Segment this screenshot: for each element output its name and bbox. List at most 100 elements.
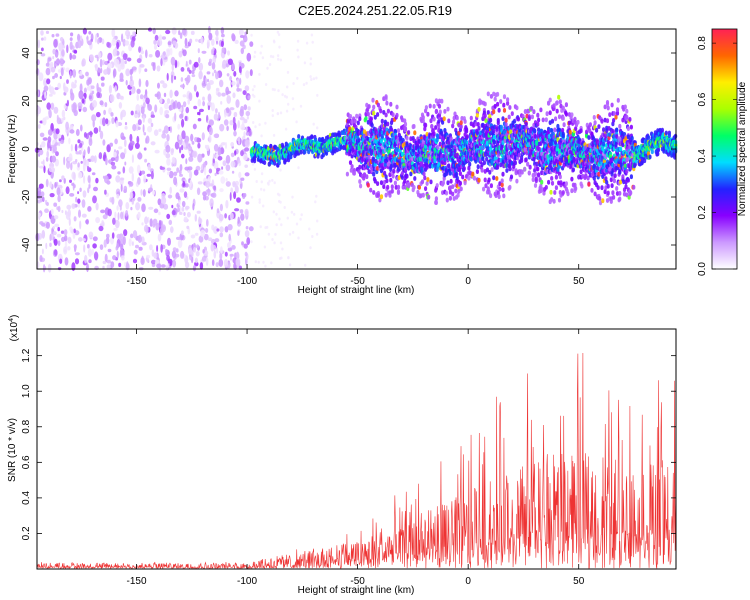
heatmap-cell — [53, 106, 59, 114]
heatmap-cell — [88, 131, 93, 136]
heatmap-cell — [197, 111, 200, 116]
heatmap-cell — [215, 36, 219, 42]
heatmap-cell — [136, 214, 139, 219]
heatmap-cell — [192, 123, 197, 130]
heatmap-cell — [120, 243, 124, 251]
heatmap-cell — [475, 169, 479, 175]
heatmap-cell — [218, 258, 224, 267]
heatmap-cell — [211, 192, 217, 198]
heatmap-cell — [183, 212, 186, 216]
heatmap-cell — [150, 170, 154, 180]
heatmap-cell — [79, 83, 83, 93]
heatmap-cell — [252, 121, 255, 124]
heatmap-cell — [295, 222, 299, 226]
heatmap-cell — [219, 203, 223, 212]
heatmap-cell — [254, 125, 257, 129]
heatmap-cell — [421, 118, 425, 124]
heatmap-cell — [77, 198, 81, 204]
heatmap-cell — [61, 175, 65, 180]
heatmap-cell — [60, 67, 64, 77]
heatmap-cell — [81, 98, 85, 104]
heatmap-cell — [277, 33, 281, 37]
heatmap-cell — [273, 241, 276, 245]
heatmap-cell — [292, 82, 295, 85]
heatmap-cell — [277, 160, 281, 166]
heatmap-cell — [225, 90, 232, 95]
heatmap-cell — [554, 185, 559, 191]
heatmap-cell — [316, 126, 319, 130]
heatmap-cell — [93, 127, 99, 134]
heatmap-cell — [194, 261, 199, 267]
heatmap-cell — [101, 38, 105, 45]
heatmap-cell — [129, 133, 133, 142]
heatmap-cell — [258, 99, 261, 103]
heatmap-cell — [315, 194, 318, 198]
heatmap-cell — [63, 234, 68, 242]
heatmap-cell — [72, 102, 77, 111]
heatmap-cell — [63, 156, 66, 166]
heatmap-cell — [369, 116, 373, 122]
heatmap-cell — [106, 233, 110, 239]
heatmap-cell — [409, 171, 413, 177]
heatmap-cell — [92, 100, 98, 108]
heatmap-cell — [138, 78, 142, 88]
heatmap-cell — [376, 166, 380, 171]
heatmap-cell — [111, 38, 117, 46]
heatmap-cell — [78, 90, 84, 100]
heatmap-cell — [286, 216, 289, 220]
heatmap-cell — [384, 174, 388, 180]
heatmap-cell — [112, 68, 117, 78]
heatmap-cell — [144, 68, 148, 72]
heatmap-cell — [139, 94, 144, 100]
heatmap-cell — [136, 135, 140, 144]
heatmap-cell — [125, 202, 130, 210]
heatmap-cell — [315, 76, 318, 80]
heatmap-cell — [147, 164, 151, 171]
heatmap-cell — [160, 58, 163, 67]
heatmap-cell — [243, 131, 246, 138]
heatmap-cell — [213, 185, 216, 191]
heatmap-cell — [154, 104, 158, 113]
heatmap-cell — [374, 139, 378, 144]
heatmap-cell — [264, 121, 267, 125]
heatmap-cell — [139, 64, 145, 68]
heatmap-cell — [47, 129, 53, 136]
heatmap-cell — [166, 72, 169, 81]
heatmap-cell — [152, 190, 155, 196]
heatmap-cell — [262, 188, 266, 192]
heatmap-cell — [463, 180, 467, 186]
heatmap-cell — [73, 50, 78, 54]
heatmap-cell — [49, 61, 54, 67]
heatmap-cell — [60, 230, 65, 234]
heatmap-cell — [100, 209, 106, 214]
heatmap-cell — [275, 212, 278, 216]
heatmap-cell — [79, 142, 83, 148]
heatmap-cell — [303, 149, 307, 155]
heatmap-cell — [45, 178, 49, 188]
heatmap-cell — [49, 146, 52, 152]
heatmap-cell — [423, 126, 427, 132]
heatmap-cell — [197, 181, 203, 185]
heatmap-cell — [358, 179, 362, 184]
heatmap-cell — [225, 181, 231, 187]
heatmap-cell — [178, 50, 183, 58]
heatmap-cell — [166, 49, 171, 57]
heatmap-cell — [295, 120, 298, 124]
heatmap-cell — [278, 45, 281, 49]
heatmap-cell — [396, 128, 401, 134]
heatmap-cell — [545, 111, 549, 117]
heatmap-cell — [164, 102, 169, 110]
heatmap-cell — [157, 82, 160, 89]
heatmap-cell — [226, 95, 231, 104]
heatmap-cell — [280, 256, 283, 260]
heatmap-cell — [65, 121, 69, 130]
heatmap-cell — [449, 178, 453, 184]
heatmap-cell — [217, 111, 221, 119]
heatmap-cell — [215, 71, 219, 80]
heatmap-cell — [202, 195, 207, 201]
heatmap-cell — [270, 261, 273, 265]
heatmap-cell — [314, 137, 318, 143]
heatmap-cell — [279, 58, 282, 62]
heatmap-cell — [296, 39, 300, 43]
heatmap-cell — [114, 219, 120, 229]
